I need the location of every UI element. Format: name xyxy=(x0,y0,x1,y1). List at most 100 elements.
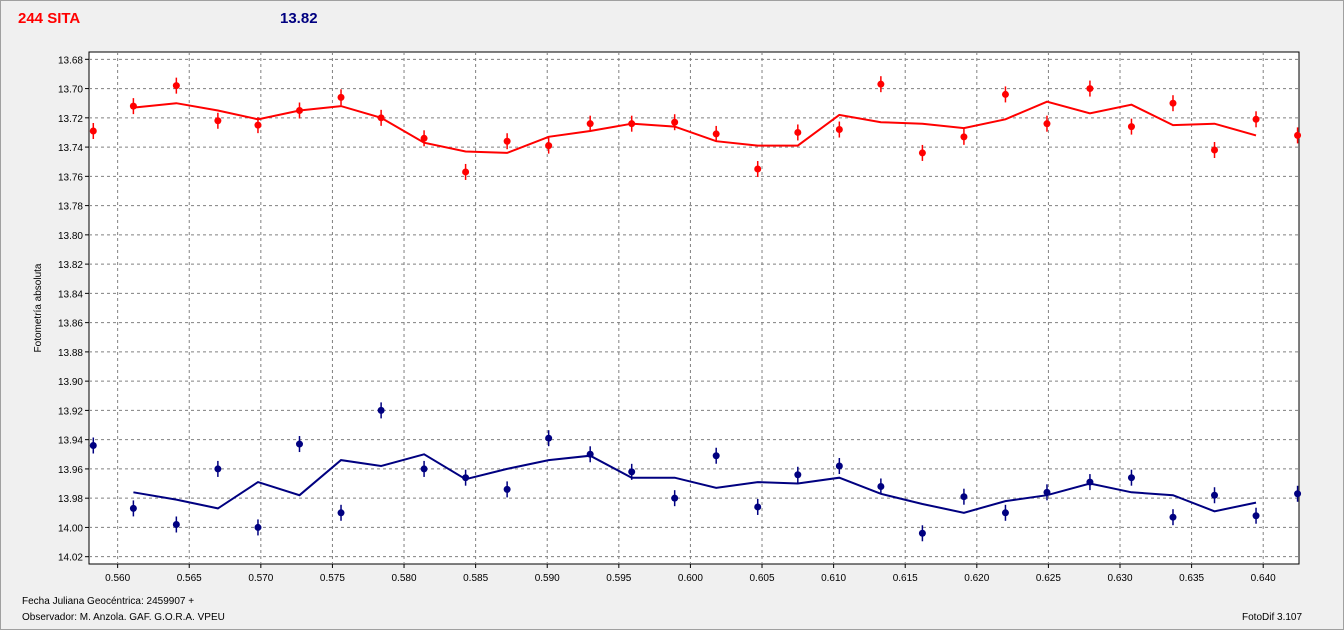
data-point xyxy=(1086,85,1094,93)
data-point xyxy=(172,521,180,529)
y-tick-label: 13.82 xyxy=(58,260,83,271)
data-point xyxy=(712,452,720,460)
data-point xyxy=(254,121,262,129)
fecha-label: Fecha Juliana Geocéntrica: 2459907 + xyxy=(22,596,195,607)
data-point xyxy=(89,442,97,450)
x-tick-label: 0.605 xyxy=(750,573,775,584)
x-tick-label: 0.595 xyxy=(606,573,631,584)
y-tick-label: 13.74 xyxy=(58,143,83,154)
plot-area xyxy=(88,51,1300,565)
x-tick-label: 0.600 xyxy=(678,573,703,584)
data-point xyxy=(628,120,636,128)
y-tick-label: 13.92 xyxy=(58,406,83,417)
data-point xyxy=(586,120,594,128)
data-point xyxy=(89,127,97,135)
x-tick-label: 0.585 xyxy=(463,573,488,584)
y-tick-label: 14.02 xyxy=(58,553,83,564)
y-axis-label: Fotometría absoluta xyxy=(33,263,44,352)
x-axis-ticks: 0.560 0.565 0.570 0.575 0.580 0.585 0.590 0.595… xyxy=(105,564,1276,584)
y-tick-label: 13.88 xyxy=(58,348,83,359)
x-tick-label: 0.625 xyxy=(1036,573,1061,584)
data-point xyxy=(754,503,762,511)
y-tick-label: 13.78 xyxy=(58,202,83,213)
data-point xyxy=(420,465,428,473)
data-point xyxy=(462,168,470,176)
y-tick-label: 13.94 xyxy=(58,436,83,447)
x-tick-label: 0.570 xyxy=(248,573,273,584)
x-tick-label: 0.640 xyxy=(1251,573,1276,584)
x-tick-label: 0.630 xyxy=(1107,573,1132,584)
x-tick-label: 0.620 xyxy=(964,573,989,584)
data-point xyxy=(960,133,968,141)
data-point xyxy=(337,509,345,517)
data-point xyxy=(295,440,303,448)
grid-lines xyxy=(89,52,1299,564)
data-point xyxy=(671,118,679,126)
fit-line xyxy=(133,453,1257,514)
data-point xyxy=(835,462,843,470)
x-tick-label: 0.610 xyxy=(821,573,846,584)
data-point xyxy=(295,107,303,115)
data-point xyxy=(1294,490,1302,498)
data-point xyxy=(671,494,679,502)
data-point xyxy=(1001,509,1009,517)
data-point xyxy=(214,465,222,473)
observer-label: Observador: M. Anzola. GAF. G.O.R.A. VPE… xyxy=(22,612,225,623)
data-point xyxy=(503,137,511,145)
x-tick-label: 0.590 xyxy=(535,573,560,584)
data-point xyxy=(960,493,968,501)
y-tick-label: 13.86 xyxy=(58,319,83,330)
data-point xyxy=(503,485,511,493)
data-point xyxy=(754,165,762,173)
data-point xyxy=(1127,123,1135,131)
data-point xyxy=(1127,474,1135,482)
x-tick-label: 0.565 xyxy=(177,573,202,584)
data-point xyxy=(545,142,553,150)
y-tick-label: 13.96 xyxy=(58,465,83,476)
data-point xyxy=(1252,512,1260,520)
y-tick-label: 13.80 xyxy=(58,231,83,242)
y-tick-label: 13.72 xyxy=(58,114,83,125)
data-point xyxy=(628,468,636,476)
data-point xyxy=(918,149,926,157)
x-tick-label: 0.615 xyxy=(893,573,918,584)
data-point xyxy=(877,80,885,88)
data-point xyxy=(377,406,385,414)
data-point xyxy=(1043,120,1051,128)
y-axis-ticks: 13.68 13.70 13.72 13.74 13.76 13.78 13.80 13.82… xyxy=(58,55,89,564)
data-point xyxy=(1211,146,1219,154)
x-tick-label: 0.560 xyxy=(105,573,130,584)
series-group xyxy=(89,76,1302,542)
data-point xyxy=(918,529,926,537)
series-1 xyxy=(89,402,1302,542)
data-point xyxy=(129,102,137,110)
y-tick-label: 13.90 xyxy=(58,377,83,388)
data-point xyxy=(586,450,594,458)
data-point xyxy=(794,471,802,479)
software-label: FotoDif 3.107 xyxy=(1242,612,1303,623)
data-point xyxy=(1043,488,1051,496)
fit-line xyxy=(133,100,1257,154)
data-point xyxy=(337,93,345,101)
data-point xyxy=(420,134,428,142)
y-tick-label: 13.76 xyxy=(58,172,83,183)
x-tick-label: 0.575 xyxy=(320,573,345,584)
y-tick-label: 13.70 xyxy=(58,85,83,96)
y-tick-label: 14.00 xyxy=(58,523,83,534)
y-tick-label: 13.84 xyxy=(58,289,83,300)
series-0 xyxy=(89,76,1302,180)
data-point xyxy=(1252,115,1260,123)
magnitude-value: 13.82 xyxy=(280,10,318,27)
data-point xyxy=(545,434,553,442)
data-point xyxy=(1211,491,1219,499)
x-tick-label: 0.635 xyxy=(1179,573,1204,584)
data-point xyxy=(462,474,470,482)
data-point xyxy=(794,128,802,136)
data-point xyxy=(254,523,262,531)
data-point xyxy=(835,126,843,134)
object-name: 244 SITA xyxy=(18,10,81,27)
data-point xyxy=(1169,99,1177,107)
data-point xyxy=(1294,131,1302,139)
y-tick-label: 13.98 xyxy=(58,494,83,505)
